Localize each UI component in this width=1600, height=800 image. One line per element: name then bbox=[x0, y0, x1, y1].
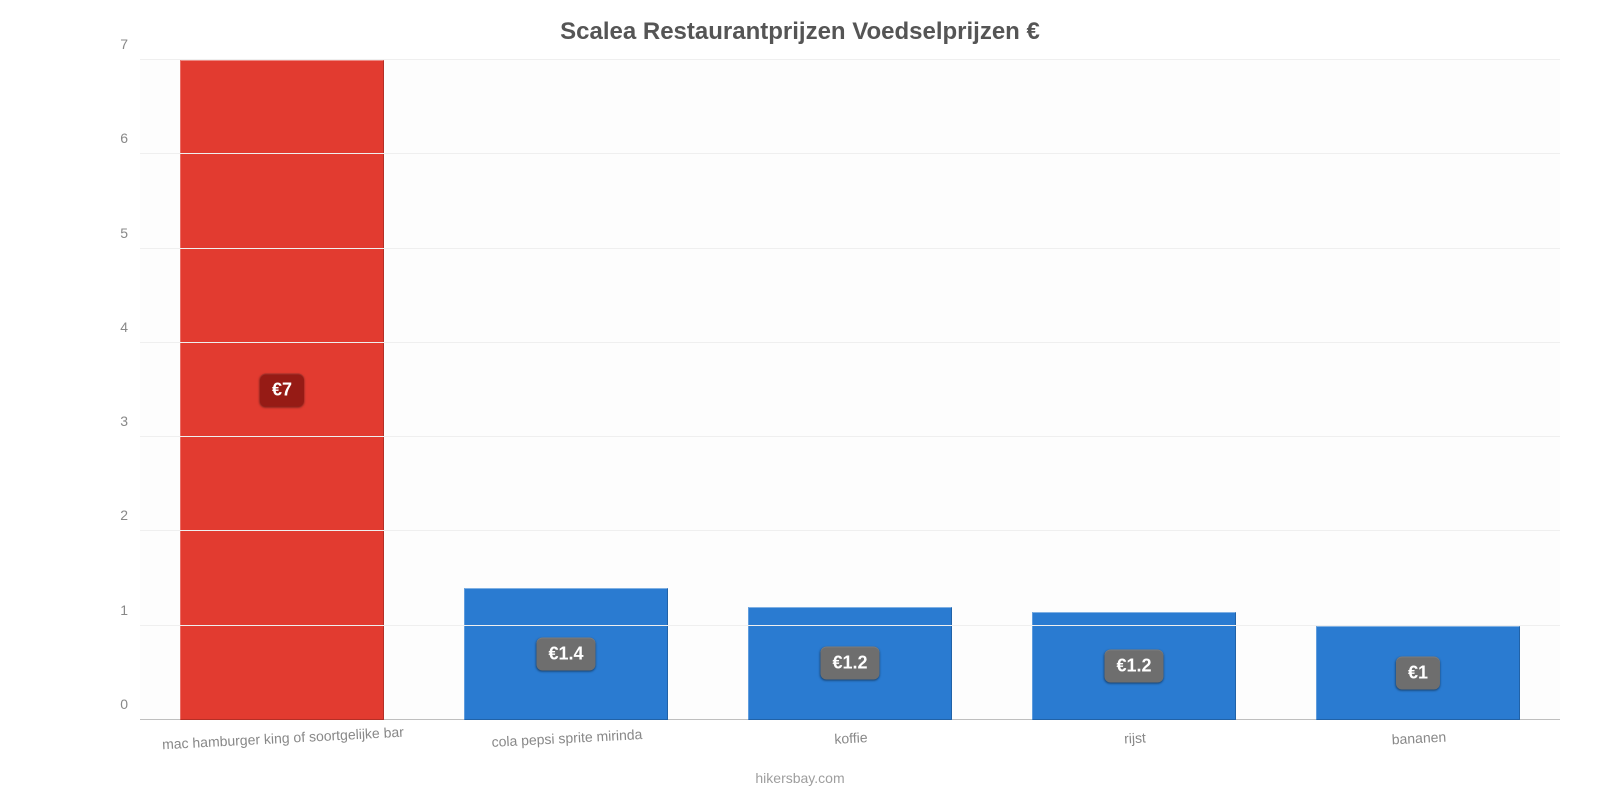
xtick-label: bananen bbox=[1391, 719, 1447, 748]
ytick-label: 7 bbox=[120, 36, 140, 52]
bar-value-label: €1.4 bbox=[536, 638, 595, 671]
gridline bbox=[140, 59, 1560, 60]
bar-slot: €1.2koffie bbox=[708, 60, 992, 720]
price-bar-chart: Scalea Restaurantprijzen Voedselprijzen … bbox=[0, 0, 1600, 800]
bar-slot: €1bananen bbox=[1276, 60, 1560, 720]
ytick-label: 0 bbox=[120, 696, 140, 712]
bar-value-label: €7 bbox=[260, 374, 304, 407]
ytick-label: 2 bbox=[120, 507, 140, 523]
bar-slot: €1.2rijst bbox=[992, 60, 1276, 720]
attribution-text: hikersbay.com bbox=[0, 770, 1600, 786]
xtick-label: koffie bbox=[833, 719, 868, 747]
gridline bbox=[140, 153, 1560, 154]
bar-slot: €1.4cola pepsi sprite mirinda bbox=[424, 60, 708, 720]
bar-value-label: €1.2 bbox=[820, 647, 879, 680]
xtick-label: cola pepsi sprite mirinda bbox=[491, 716, 643, 750]
bar-slot: €7mac hamburger king of soortgelijke bar bbox=[140, 60, 424, 720]
gridline bbox=[140, 530, 1560, 531]
bar-value-label: €1 bbox=[1396, 656, 1440, 689]
gridline bbox=[140, 436, 1560, 437]
plot-area: €7mac hamburger king of soortgelijke bar… bbox=[140, 60, 1560, 720]
ytick-label: 6 bbox=[120, 130, 140, 146]
chart-title: Scalea Restaurantprijzen Voedselprijzen … bbox=[0, 18, 1600, 46]
gridline bbox=[140, 342, 1560, 343]
bar-value-label: €1.2 bbox=[1104, 649, 1163, 682]
ytick-label: 4 bbox=[120, 319, 140, 335]
ytick-label: 5 bbox=[120, 225, 140, 241]
gridline bbox=[140, 625, 1560, 626]
gridline bbox=[140, 248, 1560, 249]
ytick-label: 1 bbox=[120, 602, 140, 618]
bars-layer: €7mac hamburger king of soortgelijke bar… bbox=[140, 60, 1560, 720]
ytick-label: 3 bbox=[120, 413, 140, 429]
xtick-label: rijst bbox=[1123, 719, 1146, 746]
